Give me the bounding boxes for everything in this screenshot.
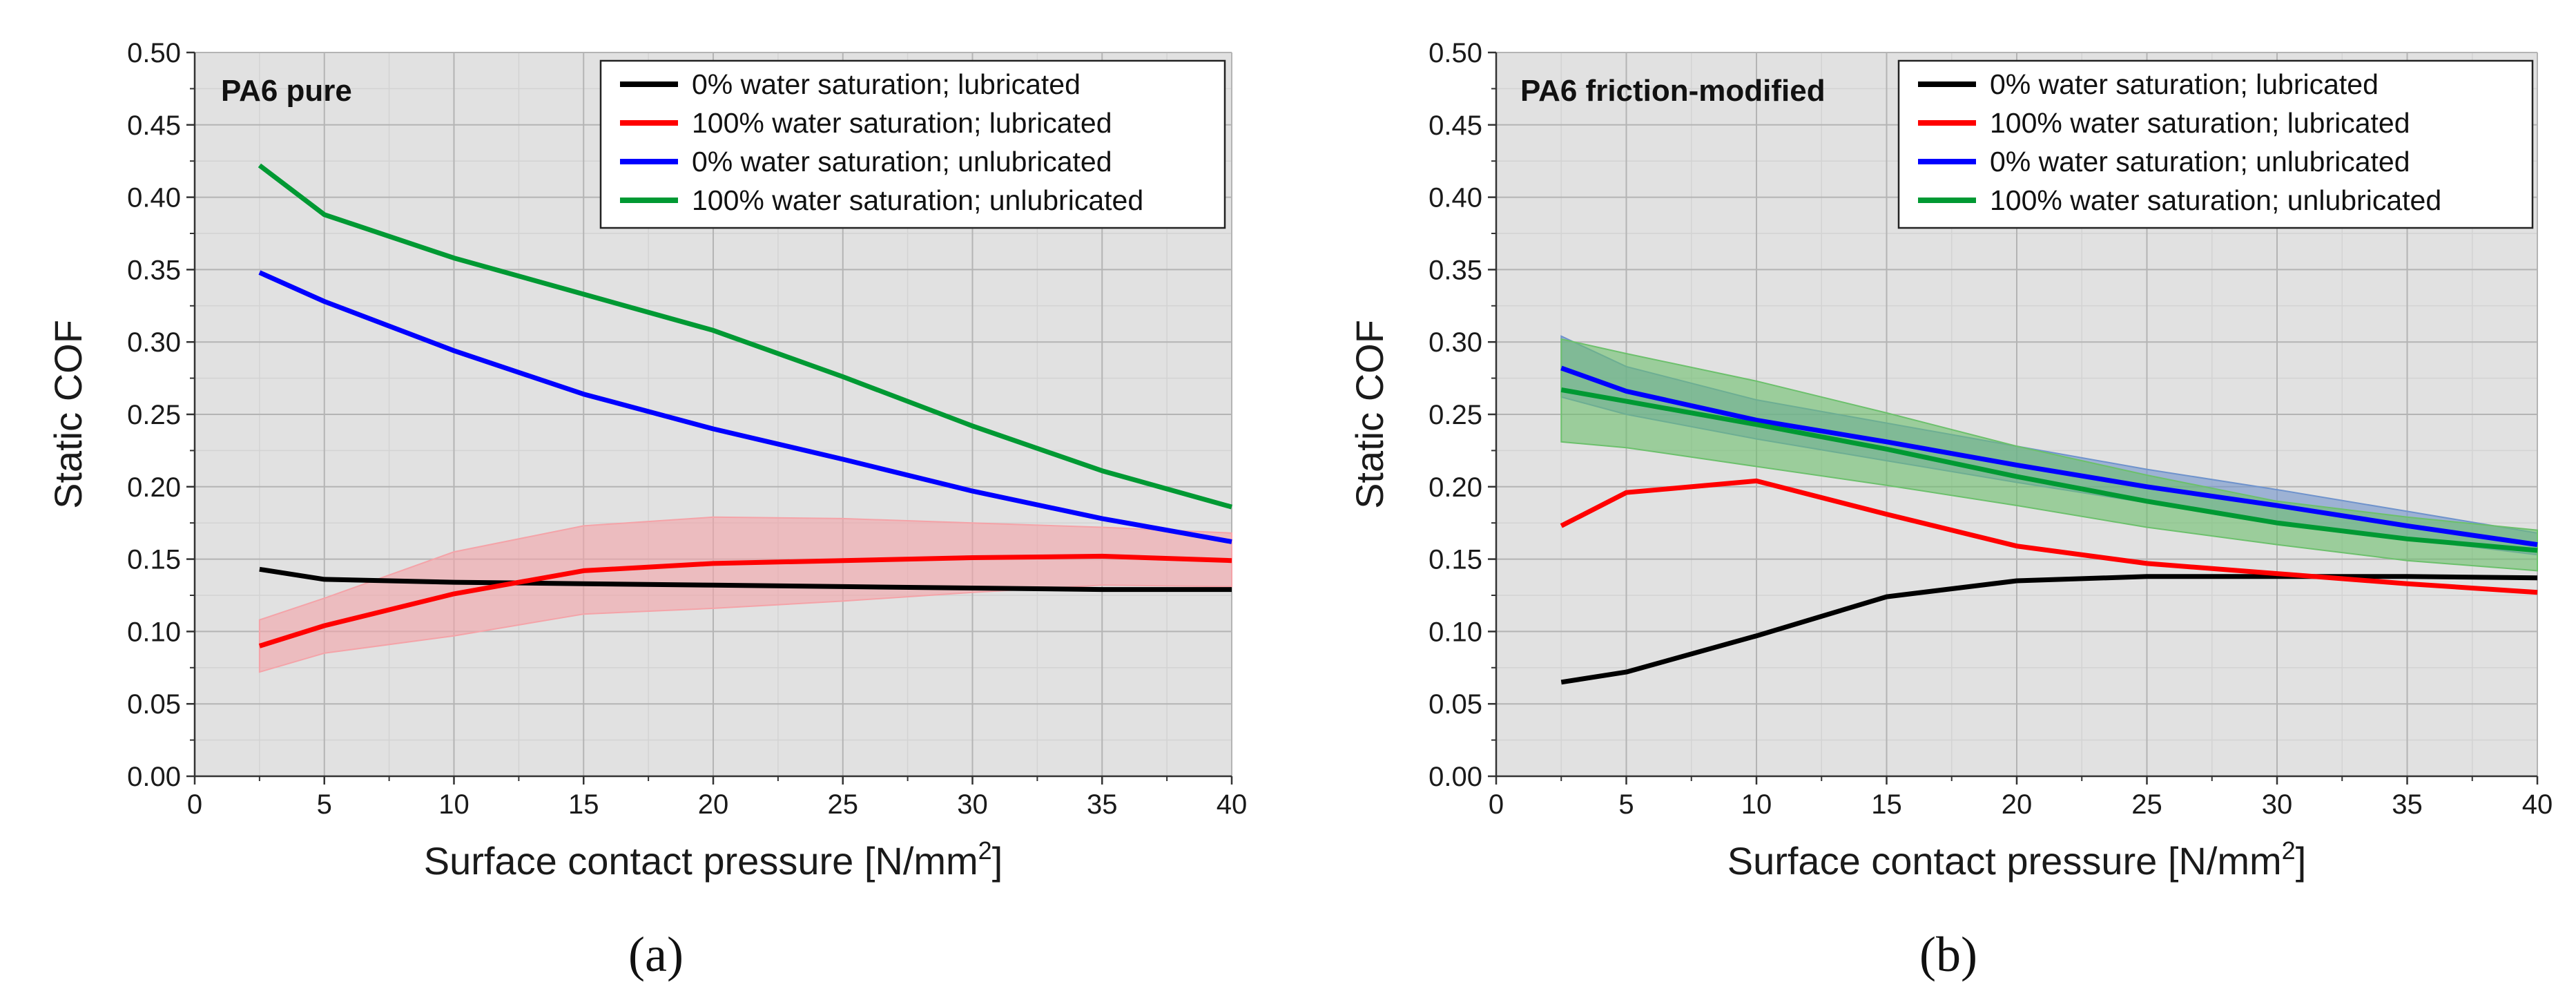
band-series-3: [1560, 338, 2538, 572]
x-tick-label: 5: [1618, 789, 1634, 820]
y-tick-label: 0.20: [127, 472, 181, 503]
y-axis-title: Static COF: [1348, 320, 1391, 509]
series-line-1: [1560, 478, 2538, 595]
x-tick-label: 20: [698, 789, 729, 820]
x-tick-label: 40: [1217, 789, 1248, 820]
x-axis-title-suffix: ]: [992, 839, 1003, 883]
y-tick-label: 0.10: [1429, 617, 1482, 647]
y-tick-label: 0.15: [127, 545, 181, 575]
x-tick-label: 40: [2522, 789, 2553, 820]
legend-label-0: 0% water saturation; lubricated: [692, 68, 1081, 100]
y-tick-label: 0.45: [1429, 110, 1482, 141]
y-tick-label: 0.25: [1429, 400, 1482, 430]
x-tick-label: 35: [1087, 789, 1118, 820]
legend-label-3: 100% water saturation; unlubricated: [692, 184, 1143, 216]
y-tick-label: 0.40: [127, 183, 181, 213]
x-tick-label: 5: [317, 789, 332, 820]
x-tick-label: 15: [1871, 789, 1902, 820]
x-tick-label: 25: [2131, 789, 2162, 820]
y-tick-label: 0.30: [1429, 327, 1482, 358]
y-tick-label: 0.20: [1429, 472, 1482, 503]
y-tick-label: 0.50: [127, 38, 181, 68]
x-tick-label: 20: [2002, 789, 2033, 820]
series-line-1: [258, 553, 1232, 648]
panel-b: 0 5 10 15 20 25 30 35 40 0.00 0.05 0.10 0.15 0.20 0.25…: [1348, 38, 2553, 982]
y-tick-label: 0.00: [1429, 762, 1482, 792]
legend-label-2: 0% water saturation; unlubricated: [692, 146, 1112, 177]
x-tick-label: 0: [187, 789, 202, 820]
x-axis-title-main: Surface contact pressure [N/mm: [424, 839, 978, 883]
x-tick-label: 30: [2262, 789, 2293, 820]
y-tick-label: 0.50: [1429, 38, 1482, 68]
legend-box: [599, 59, 1226, 229]
series-line-2: [1560, 365, 2538, 548]
x-axis-title-suffix: ]: [2296, 839, 2307, 883]
y-tick-label: 0.40: [1429, 183, 1482, 213]
y-tick-label: 0.35: [127, 255, 181, 285]
legend-label-1: 100% water saturation; lubricated: [692, 107, 1112, 139]
x-tick-label: 10: [438, 789, 469, 820]
y-tick-label: 0.10: [127, 617, 181, 647]
x-tick-label: 25: [828, 789, 859, 820]
legend-label-2: 0% water saturation; unlubricated: [1990, 146, 2410, 177]
x-axis-title-superscript: 2: [2282, 836, 2296, 865]
panel-title: PA6 pure: [221, 74, 352, 108]
legend-label-0: 0% water saturation; lubricated: [1990, 68, 2379, 100]
legend-label-3: 100% water saturation; unlubricated: [1990, 184, 2441, 216]
x-tick-label: 30: [957, 789, 988, 820]
legend: 0% water saturation; lubricated 100% wate…: [1897, 59, 2534, 229]
panel-a: 0 5 10 15 20 25 30 35 40 0.00 0.05 0.10 0.15 0.20 0.25…: [46, 38, 1247, 982]
panel-label: (a): [628, 927, 684, 982]
legend-label-1: 100% water saturation; lubricated: [1990, 107, 2410, 139]
y-tick-label: 0.00: [127, 762, 181, 792]
x-tick-label: 0: [1489, 789, 1504, 820]
x-tick-label: 15: [568, 789, 599, 820]
series-line-0: [1560, 574, 2538, 685]
x-tick-label: 35: [2392, 789, 2423, 820]
series-line-3: [1560, 387, 2538, 553]
x-axis-title-main: Surface contact pressure [N/mm: [1727, 839, 2282, 883]
panel-title: PA6 friction-modified: [1520, 74, 1826, 108]
y-tick-label: 0.35: [1429, 255, 1482, 285]
y-tick-label: 0.25: [127, 400, 181, 430]
series-line-3: [258, 163, 1232, 510]
x-tick-label: 10: [1741, 789, 1772, 820]
legend: 0% water saturation; lubricated 100% wate…: [599, 59, 1226, 229]
series-line-2: [258, 270, 1232, 544]
y-axis-title: Static COF: [46, 320, 90, 509]
panel-label: (b): [1919, 927, 1977, 982]
y-tick-label: 0.45: [127, 110, 181, 141]
legend-box: [1897, 59, 2534, 229]
y-tick-label: 0.05: [127, 689, 181, 720]
x-axis-title: Surface contact pressure [N/mm2]: [1727, 836, 2307, 883]
y-tick-label: 0.30: [127, 327, 181, 358]
y-tick-label: 0.15: [1429, 545, 1482, 575]
x-axis-title-superscript: 2: [978, 836, 992, 865]
series-line-0: [259, 566, 1232, 593]
y-tick-label: 0.05: [1429, 689, 1482, 720]
x-axis-title: Surface contact pressure [N/mm2]: [424, 836, 1003, 883]
